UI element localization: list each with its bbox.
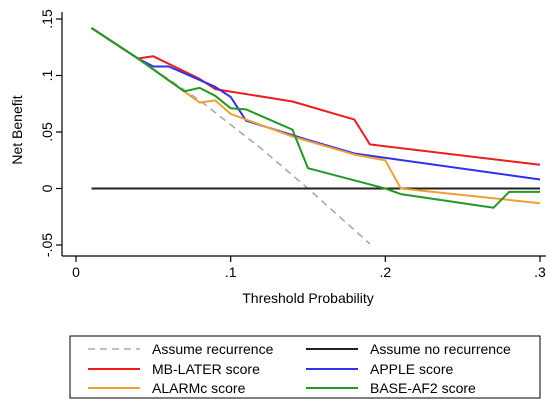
- x-tick-label: .3: [534, 264, 546, 280]
- x-tick-label: 0: [72, 264, 80, 280]
- y-tick-label: .05: [39, 122, 55, 142]
- x-axis-label: Threshold Probability: [242, 290, 374, 306]
- legend-label-assume-no-recurrence: Assume no recurrence: [370, 341, 511, 357]
- legend-label-alarmc-score: ALARMc score: [152, 380, 246, 396]
- legend-label-apple-score: APPLE score: [370, 361, 453, 377]
- x-tick-label: .2: [379, 264, 391, 280]
- y-tick-label: .1: [39, 69, 55, 81]
- x-tick-label: .1: [225, 264, 237, 280]
- y-axis-label: Net Benefit: [9, 95, 25, 164]
- legend-label-assume-recurrence: Assume recurrence: [152, 341, 274, 357]
- legend-label-base-af2-score: BASE-AF2 score: [370, 380, 476, 396]
- legend: Assume recurrence Assume no recurrence MB-…: [70, 336, 540, 398]
- y-tick-label: -.05: [39, 233, 55, 257]
- legend-label-mb-later-score: MB-LATER score: [152, 361, 260, 377]
- y-tick-label: .15: [39, 9, 55, 29]
- y-tick-label: 0: [39, 184, 55, 192]
